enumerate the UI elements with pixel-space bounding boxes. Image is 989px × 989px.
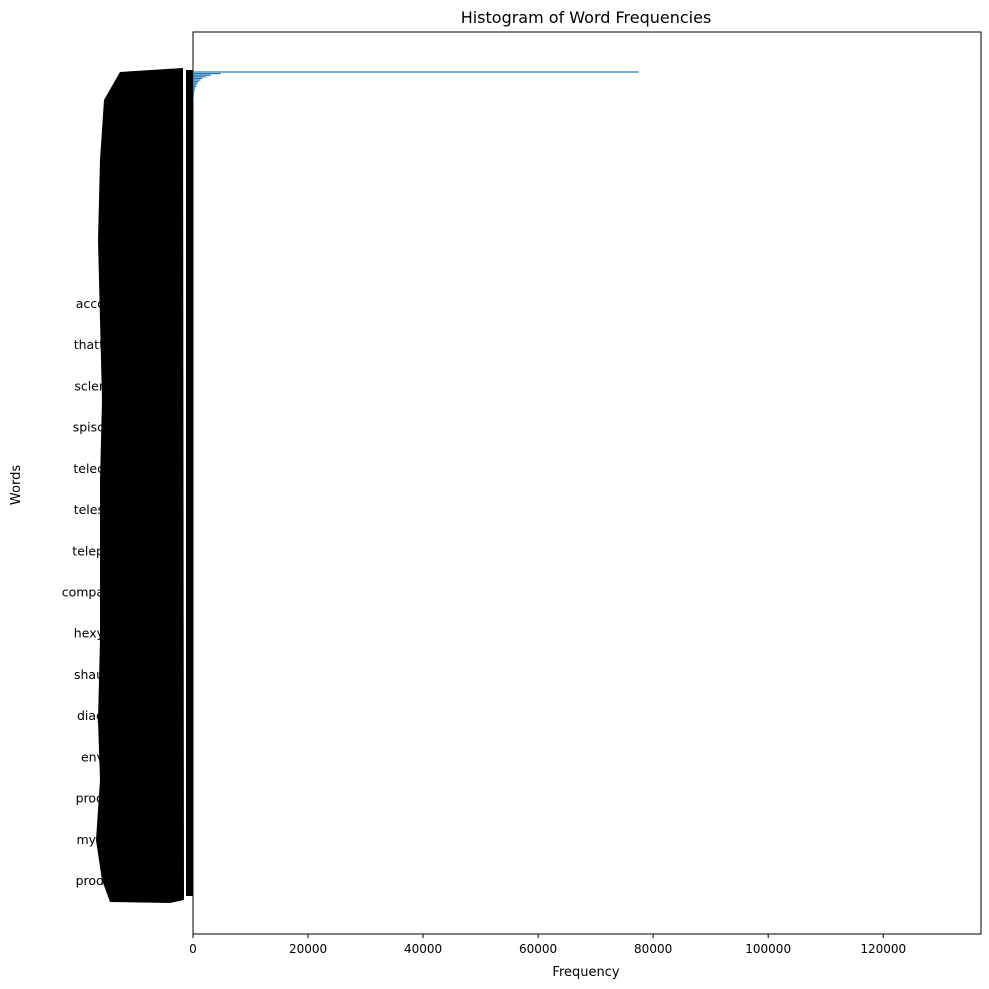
bar (193, 73, 221, 75)
x-tick-label: 20000 (289, 942, 327, 956)
x-tick-label: 100000 (745, 942, 791, 956)
plot-frame (192, 31, 982, 935)
word-label: shau (74, 667, 104, 682)
x-axis-label: Frequency (552, 965, 619, 980)
bar (193, 71, 639, 73)
overlapping-labels-block (96, 68, 184, 903)
word-label: env (81, 749, 105, 764)
word-label: spisc (73, 420, 104, 435)
bar (193, 77, 203, 79)
word-label-mass (96, 68, 193, 903)
bar (193, 82, 198, 84)
bar (193, 76, 206, 78)
word-label: hexy (74, 626, 105, 641)
bar (193, 81, 199, 83)
bar (193, 87, 196, 89)
word-label: accc (76, 296, 104, 311)
x-tick-label: 80000 (634, 942, 672, 956)
bar (193, 95, 194, 97)
x-tick-label: 60000 (519, 942, 557, 956)
word-labels-group: accc thatt scler spisc telec teles telep compa h… (62, 296, 105, 888)
bar (193, 90, 195, 92)
bar (193, 79, 201, 81)
word-label: compa (62, 585, 104, 600)
word-label: scler (74, 378, 105, 393)
bar (193, 93, 194, 95)
word-label: prod (76, 873, 104, 888)
word-label: thatt (74, 337, 104, 352)
word-label: diag (77, 708, 104, 723)
word-label: telec (73, 461, 104, 476)
bar (193, 100, 194, 102)
bar (193, 92, 195, 94)
y-axis-label: Words (9, 465, 24, 505)
bar (193, 98, 194, 100)
x-tick-label: 0 (189, 942, 197, 956)
bar (193, 97, 194, 99)
dense-bars-edge (187, 100, 193, 896)
bar (193, 85, 196, 87)
x-axis-ticks: 0 20000 40000 60000 80000 100000 120000 (189, 934, 906, 956)
bar (193, 101, 194, 103)
x-tick-label: 120000 (860, 942, 906, 956)
word-label: myp (76, 832, 104, 847)
word-label: prod (76, 791, 104, 806)
bar (193, 84, 197, 86)
bar (193, 74, 211, 76)
chart-title: Histogram of Word Frequencies (461, 8, 712, 27)
word-label: teles (74, 502, 104, 517)
bars-group (193, 71, 639, 103)
bar (193, 89, 195, 91)
x-tick-label: 40000 (404, 942, 442, 956)
word-label: telep (72, 543, 104, 558)
